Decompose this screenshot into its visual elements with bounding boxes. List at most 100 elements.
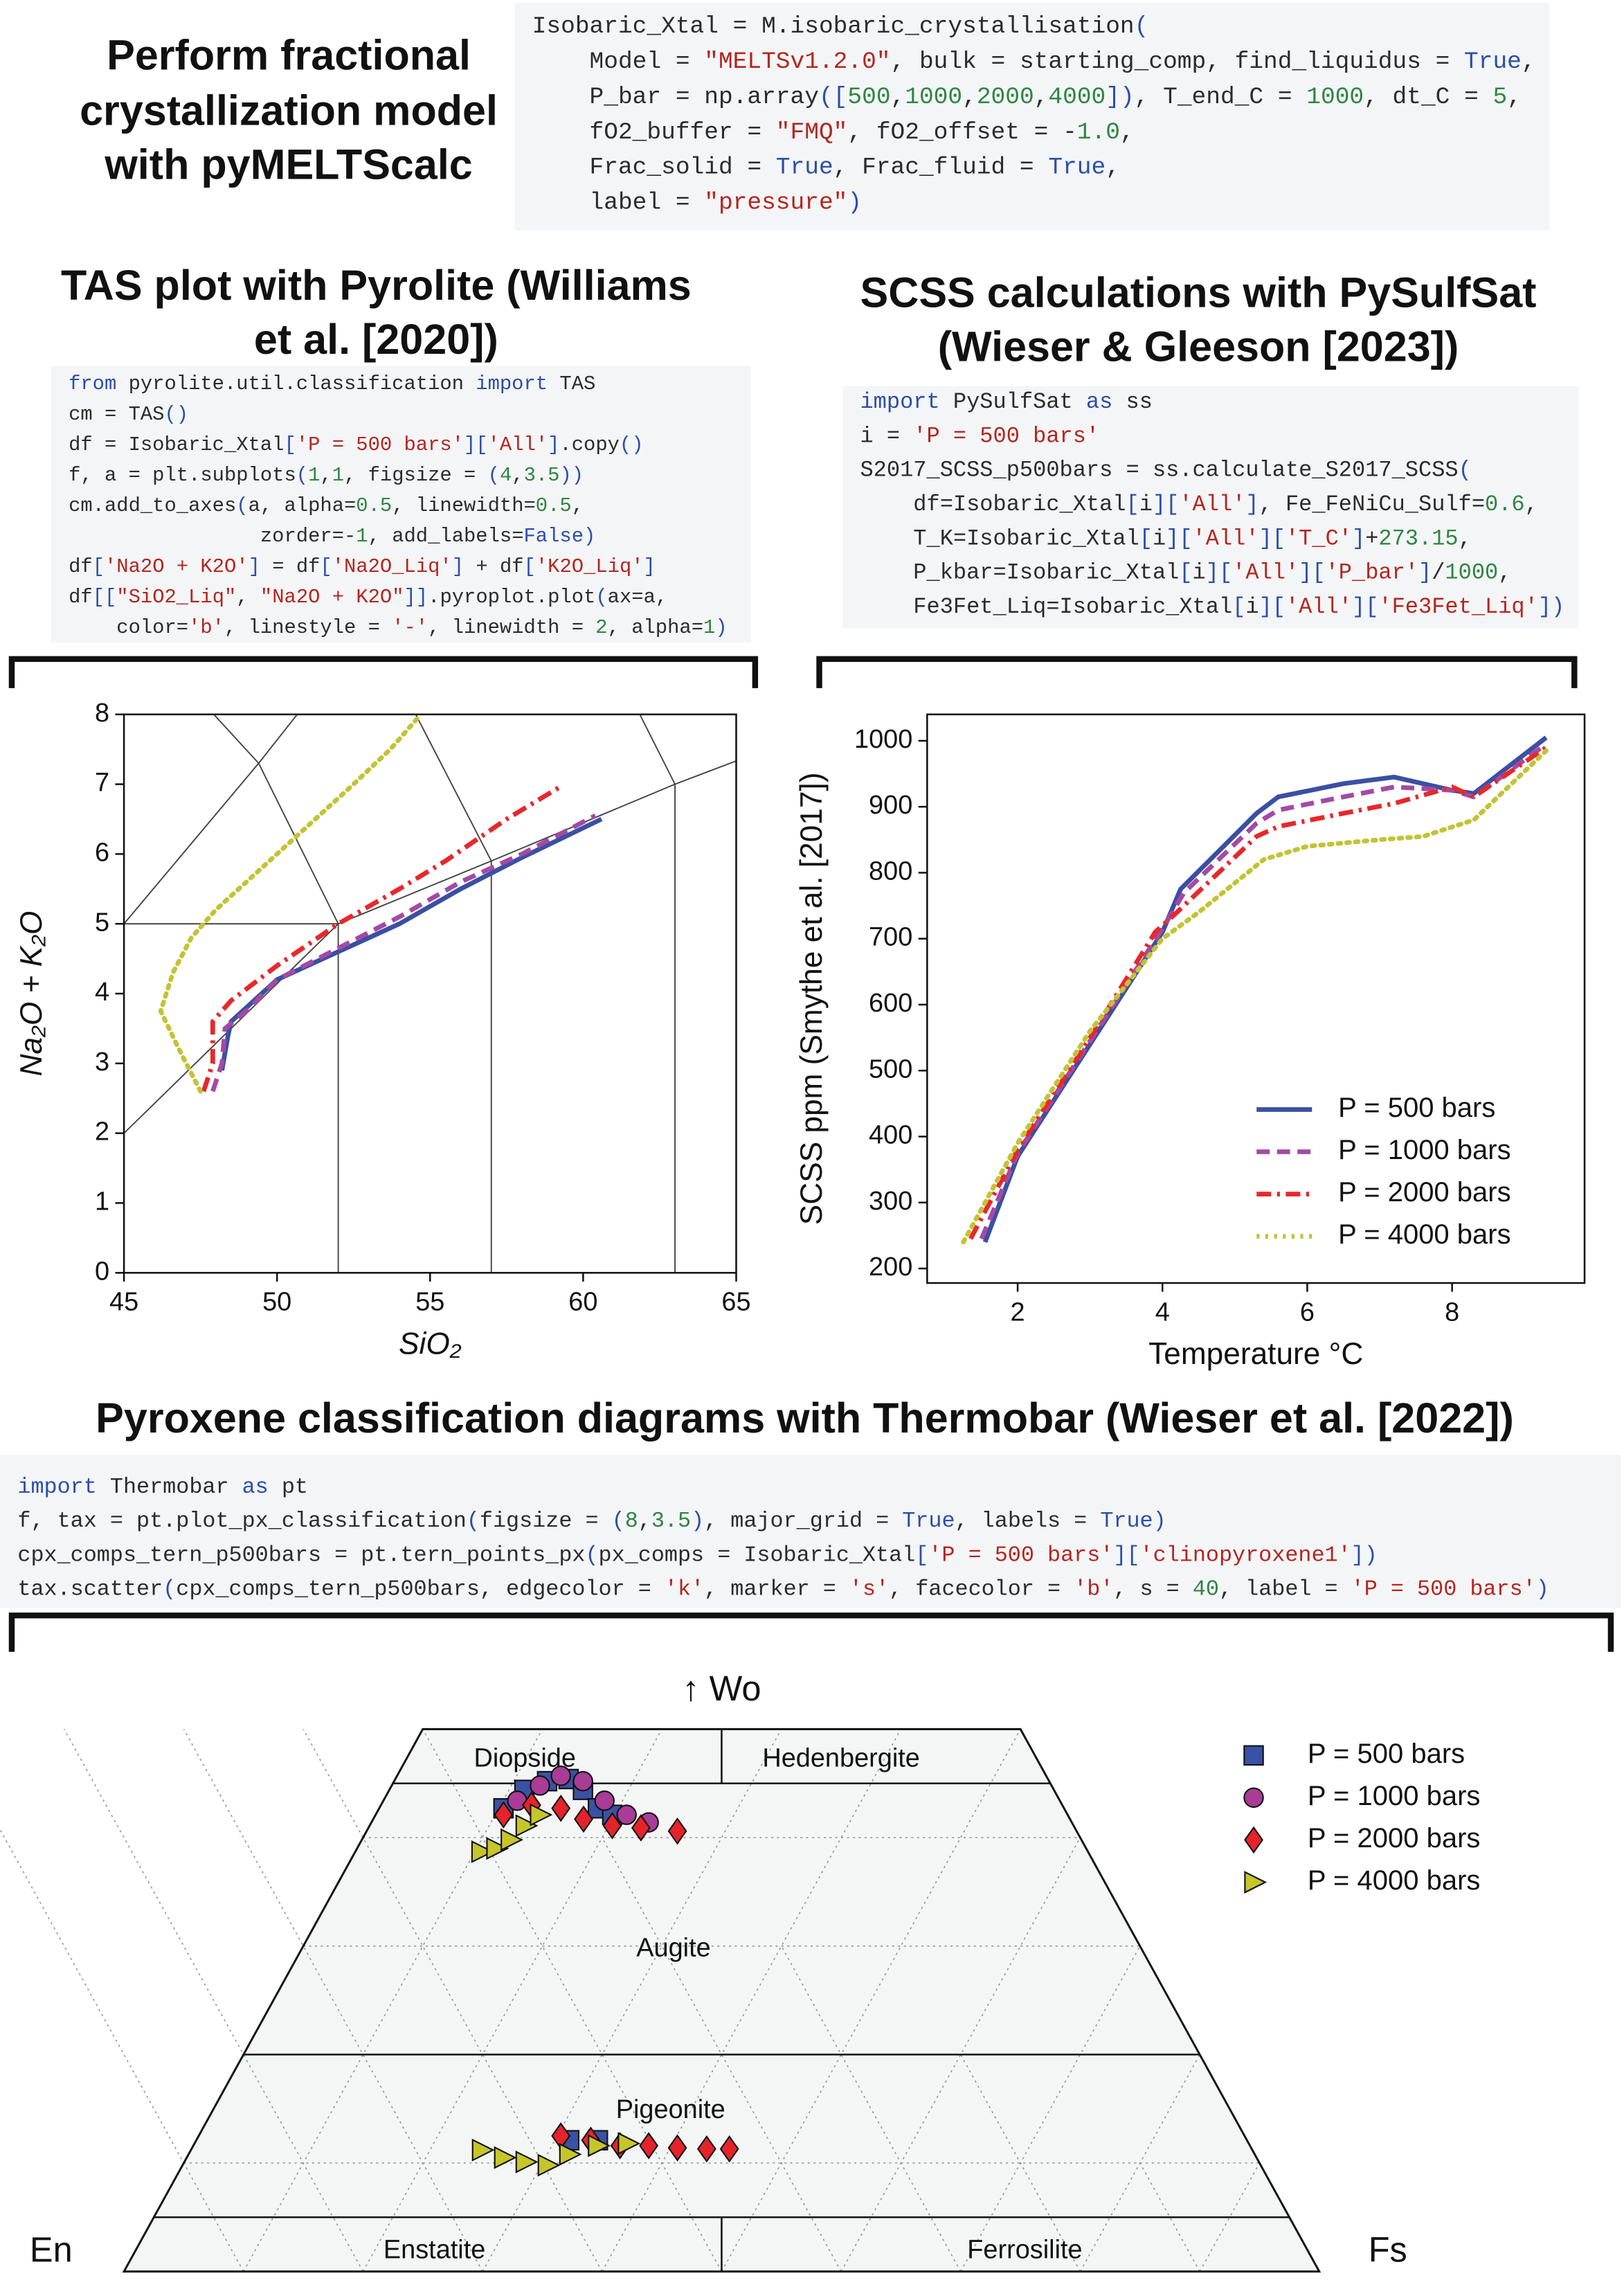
- code-token: , figsize =: [344, 463, 488, 486]
- code-token: cm = TAS: [69, 402, 164, 425]
- field-boundary: [639, 714, 676, 785]
- x-tick-label: 60: [568, 1288, 597, 1317]
- grid-line: [243, 1728, 543, 2272]
- code-token: (: [467, 1509, 480, 1534]
- code-token: pt: [269, 1475, 308, 1500]
- code-token: color=: [69, 616, 188, 639]
- code-token: (: [595, 586, 607, 609]
- code-token: import: [476, 372, 548, 395]
- grid-line: [840, 1837, 1081, 2272]
- code-token: S2017_SCSS_p500bars = ss.calculate_S2017…: [860, 458, 1458, 483]
- x-tick-label: 55: [415, 1288, 444, 1317]
- code-token: [: [1126, 492, 1139, 517]
- code-token: , dt_C =: [1364, 84, 1492, 111]
- legend-label: P = 500 bars: [1308, 1739, 1465, 1769]
- code-token: "FMQ": [776, 119, 848, 146]
- code-token: 1000: [1445, 560, 1498, 586]
- code-token: ,: [512, 463, 523, 486]
- series-line: [982, 735, 1548, 1244]
- code-token: (: [236, 494, 248, 517]
- code-token: 'All': [1179, 492, 1245, 517]
- bracket: [816, 656, 1578, 688]
- code-line: df = Isobaric_Xtal['P = 500 bars']['All'…: [69, 433, 643, 456]
- code-token: [: [1139, 526, 1153, 552]
- y-tick-label: 800: [869, 856, 912, 886]
- code-token: 2: [595, 616, 607, 639]
- code-token: 'Na2O + K2O': [105, 555, 249, 577]
- code-token: ): [584, 524, 595, 547]
- field-boundary: [213, 714, 260, 764]
- series-line: [961, 748, 1549, 1245]
- code-token: 0.6: [1485, 492, 1525, 517]
- code-token: 'All': [488, 433, 548, 456]
- code-token: ,: [572, 494, 584, 517]
- code-token: .copy: [559, 433, 620, 456]
- plot-frame: [926, 713, 1586, 1284]
- code-token: (: [296, 463, 308, 486]
- grid-line: [422, 1728, 723, 2272]
- code-token: cm.add_to_axes: [69, 494, 236, 517]
- code-token: 'P = 500 bars': [913, 424, 1099, 449]
- grid-line: [781, 1946, 962, 2272]
- y-tick-label: 200: [869, 1253, 912, 1282]
- code-line: T_K=Isobaric_Xtal[i]['All']['T_C']+273.1…: [860, 526, 1471, 552]
- grid-line: [482, 1728, 782, 2272]
- apex-label: Fs: [1369, 2230, 1407, 2270]
- code-token: ,: [1034, 84, 1049, 111]
- legend-label: P = 500 bars: [1338, 1093, 1495, 1123]
- code-token: ]: [1113, 1543, 1126, 1568]
- marker: [667, 1817, 687, 1845]
- bracket: [8, 1612, 1614, 1652]
- code-token: tax.scatter: [17, 1577, 163, 1602]
- code-token: ,: [891, 84, 905, 111]
- grid-line: [960, 1946, 1141, 2272]
- code-token: +: [1365, 526, 1378, 552]
- code-token: 3.5: [524, 463, 560, 486]
- code-token: False: [523, 524, 584, 547]
- code-token: , T_end_C =: [1135, 84, 1307, 111]
- marker: [667, 2134, 687, 2162]
- code-line: fO2_buffer = "FMQ", fO2_offset = -1.0,: [532, 119, 1135, 146]
- x-tick-label: 50: [262, 1288, 291, 1317]
- code-token: ,: [1459, 526, 1472, 552]
- code-line: cm.add_to_axes(a, alpha=0.5, linewidth=0…: [69, 494, 584, 517]
- code-token: df=Isobaric_Xtal: [860, 492, 1126, 517]
- series-line: [210, 814, 597, 1093]
- code-token: (: [612, 1509, 625, 1534]
- panel-title: Pyroxene classification diagrams with Th…: [96, 1394, 1514, 1442]
- code-token: , linestyle =: [224, 616, 392, 639]
- marker: [530, 1803, 553, 1826]
- grid-line: [64, 1728, 364, 2272]
- code-line: color='b', linestyle = '-', linewidth = …: [69, 616, 728, 639]
- legend-label: P = 1000 bars: [1338, 1135, 1510, 1165]
- panel-title: (Wieser & Gleeson [2023]): [938, 323, 1459, 370]
- x-tick-label: 6: [1300, 1298, 1315, 1327]
- code-token: ]: [249, 555, 260, 577]
- code-token: True: [1100, 1509, 1153, 1534]
- code-token: 8: [625, 1509, 638, 1534]
- code-token: ]: [1153, 492, 1166, 517]
- code-line: i = 'P = 500 bars': [860, 424, 1099, 449]
- code-token: ]: [1245, 492, 1258, 517]
- code-token: ]: [1166, 526, 1179, 552]
- field-boundary: [258, 714, 298, 764]
- code-token: [: [1272, 526, 1285, 552]
- legend-label: P = 4000 bars: [1338, 1219, 1510, 1250]
- y-tick-label: 600: [869, 989, 912, 1018]
- code-token: figsize =: [480, 1509, 612, 1534]
- code-line: zorder=-1, add_labels=False): [69, 524, 595, 547]
- code-token: T_K=Isobaric_Xtal: [860, 526, 1139, 552]
- header-title: Perform fractional: [107, 31, 471, 78]
- code-token: ,: [1525, 492, 1538, 517]
- marker: [500, 1828, 524, 1851]
- header-title: with pyMELTScalc: [104, 141, 472, 188]
- panel-title: SCSS calculations with PySulfSat: [860, 269, 1537, 316]
- marker: [1243, 1787, 1264, 1808]
- code-token: ): [572, 463, 584, 486]
- code-token: 'b': [1074, 1577, 1113, 1602]
- code-token: ]: [416, 586, 428, 609]
- code-token: 500: [847, 84, 890, 111]
- code-token: , Frac_fluid =: [833, 154, 1049, 181]
- code-line: tax.scatter(cpx_comps_tern_p500bars, edg…: [17, 1577, 1549, 1602]
- code-token: (: [819, 84, 833, 111]
